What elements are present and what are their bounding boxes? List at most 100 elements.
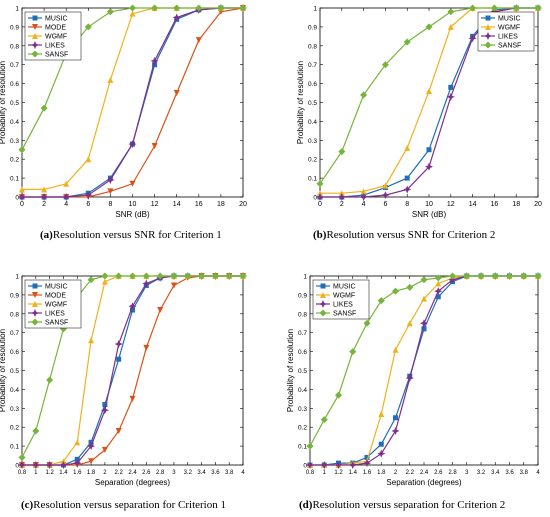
data-point-likes [434, 287, 443, 296]
data-point-likes [45, 461, 54, 469]
data-point-wgmf [382, 182, 389, 189]
data-point-likes [128, 140, 137, 149]
data-point-music [426, 147, 432, 153]
legend-marker [31, 41, 39, 49]
y-tick-label: 0.7 [10, 330, 19, 337]
data-point-sansf [40, 104, 48, 112]
x-tick-label: 2.6 [434, 470, 443, 476]
x-tick-label: 0 [318, 201, 322, 208]
data-point-music [378, 441, 384, 447]
y-tick-label: 0.2 [298, 425, 307, 432]
data-point-sansf [46, 376, 54, 384]
legend-label: WGMF [45, 302, 67, 309]
x-axis-label: Separation (degrees) [95, 478, 170, 487]
x-tick-label: 1.6 [73, 470, 82, 476]
legend-label: MUSIC [333, 284, 356, 291]
x-tick-label: 1.8 [377, 470, 386, 476]
data-point-mode [157, 307, 164, 314]
y-tick-label: 0.2 [308, 157, 317, 164]
x-tick-label: 3.8 [520, 470, 529, 476]
legend-marker [32, 24, 38, 30]
x-tick-label: 18 [512, 201, 520, 208]
y-tick-label: 0.3 [10, 138, 19, 145]
data-point-sansf [335, 391, 342, 399]
y-tick-label: 0.8 [10, 43, 19, 50]
y-tick-label: 1 [303, 274, 307, 281]
caption-d: (d)Resolution versus separation for Crit… [299, 499, 505, 511]
data-point-likes [405, 374, 414, 383]
legend-label: MUSIC [45, 16, 68, 23]
y-axis-label: Probability of resolution [0, 329, 7, 412]
x-tick-label: 3.6 [505, 470, 514, 476]
data-point-sansf [142, 272, 150, 280]
data-point-likes [391, 426, 400, 435]
x-tick-label: 6 [86, 201, 90, 208]
x-tick-label: 10 [425, 201, 433, 208]
data-point-mode [195, 37, 202, 44]
chart-panel-d: 0 0.1 0.2 0.3 0.4 0.5 0.6 0.7 0.8 0.9 1 0.8 1 1.2 1.4 1… [286, 272, 542, 487]
caption-a: (a)Resolution versus SNR for Criterion 1 [40, 229, 222, 241]
x-tick-label: 3.4 [197, 470, 206, 476]
data-point-sansf [381, 61, 389, 69]
legend-marker [31, 50, 39, 58]
x-tick-label: 12 [151, 201, 159, 208]
x-tick-label: 0 [20, 201, 24, 208]
data-point-sansf [211, 272, 219, 280]
legend: MUSIC MODE WGMF LIKES SANSF [24, 11, 82, 61]
legend-label: LIKES [45, 311, 65, 318]
data-point-sansf [491, 272, 499, 280]
data-point-sansf [463, 272, 471, 280]
y-tick-label: 0.6 [10, 349, 19, 356]
data-point-likes [62, 193, 71, 201]
data-point-sansf [87, 276, 95, 284]
y-tick-label: 0.9 [298, 292, 307, 299]
data-point-likes [18, 193, 26, 201]
x-tick-label: 3.6 [211, 470, 220, 476]
data-point-music [116, 356, 122, 362]
legend-label: LIKES [45, 43, 65, 50]
y-tick-label: 0.4 [10, 387, 19, 394]
data-point-likes [316, 193, 324, 201]
data-point-wgmf [85, 156, 92, 163]
data-point-sansf [447, 8, 455, 16]
y-tick-label: 0 [15, 195, 19, 202]
data-point-sansf [403, 38, 411, 46]
y-tick-label: 0.6 [10, 81, 19, 88]
data-point-likes [320, 461, 329, 469]
y-tick-label: 0.9 [10, 292, 19, 299]
y-tick-label: 0 [313, 195, 317, 202]
legend-label: SANSF [45, 52, 68, 59]
x-tick-label: 3.8 [225, 470, 234, 476]
x-tick-label: 3 [172, 470, 176, 476]
x-tick-label: 2.2 [406, 470, 415, 476]
data-point-wgmf [404, 144, 411, 151]
data-point-wgmf [447, 23, 454, 30]
x-axis-label: Separation (degrees) [386, 478, 461, 487]
x-tick-label: 14 [469, 201, 477, 208]
data-point-music [404, 175, 410, 181]
data-point-likes [172, 13, 181, 22]
x-tick-label: 2.4 [420, 470, 429, 476]
x-tick-label: 2.8 [156, 470, 165, 476]
x-tick-label: 4 [536, 470, 540, 476]
y-tick-label: 0.6 [308, 81, 317, 88]
data-point-wgmf [41, 186, 48, 193]
data-point-wgmf [88, 337, 95, 344]
data-point-likes [128, 302, 137, 311]
data-point-likes [359, 193, 368, 201]
caption-c-text: Resolution versus separation for Criteri… [33, 499, 226, 511]
data-point-wgmf [19, 186, 25, 193]
data-point-music [102, 402, 108, 408]
x-tick-label: 14 [173, 201, 181, 208]
legend-label: WGMF [333, 293, 355, 300]
x-tick-label: 1.4 [349, 470, 358, 476]
y-tick-label: 0.2 [10, 157, 19, 164]
x-tick-label: 2 [103, 470, 107, 476]
x-tick-label: 16 [195, 201, 203, 208]
y-tick-label: 0 [303, 463, 307, 470]
data-point-sansf [534, 4, 542, 12]
y-tick-label: 0.5 [298, 368, 307, 375]
y-tick-label: 0.3 [10, 406, 19, 413]
data-point-sansf [129, 272, 136, 280]
